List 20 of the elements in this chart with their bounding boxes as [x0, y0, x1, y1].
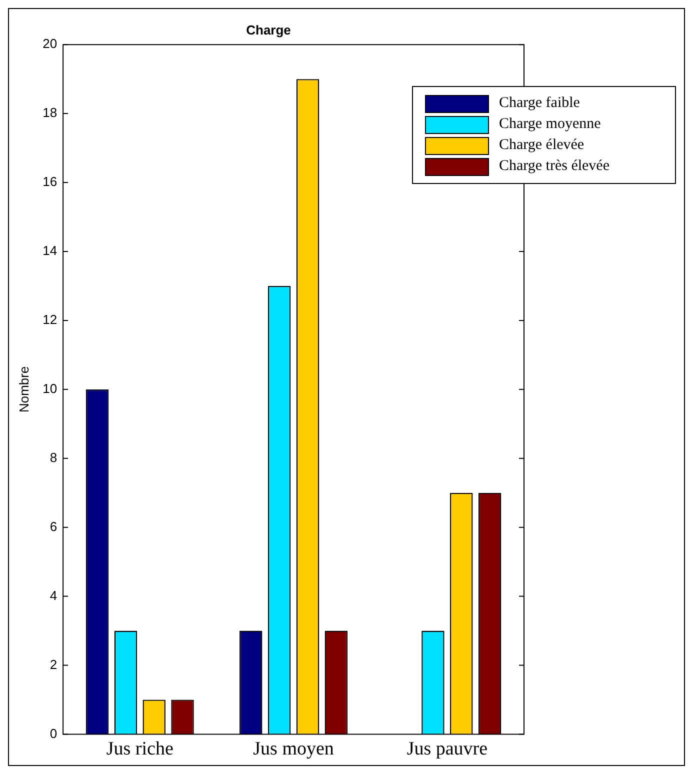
y-tick-label: 0: [50, 726, 58, 741]
y-tick-label: 8: [50, 450, 58, 465]
y-tick-label: 14: [42, 243, 58, 258]
x-tick-label: Jus moyen: [253, 738, 334, 760]
y-tick-label: 2: [50, 656, 58, 672]
legend-label: Charge élevée: [499, 137, 584, 154]
y-tick-label: 4: [50, 588, 58, 603]
y-tick-label: 6: [50, 518, 58, 534]
legend-label: Charge moyenne: [499, 116, 601, 133]
legend-label: Charge très élevée: [499, 158, 610, 175]
y-tick-label: 12: [42, 312, 58, 328]
chart-title: Charge: [246, 22, 291, 38]
y-tick-label: 18: [42, 105, 58, 120]
x-tick-label: Jus riche: [106, 738, 174, 760]
y-axis-title: Nombre: [16, 366, 32, 413]
y-tick-label: 16: [42, 174, 58, 190]
y-tick-label: 20: [42, 36, 58, 52]
legend-label: Charge faible: [499, 95, 580, 112]
y-tick-label: 10: [42, 380, 58, 396]
x-tick-label: Jus pauvre: [406, 738, 488, 760]
